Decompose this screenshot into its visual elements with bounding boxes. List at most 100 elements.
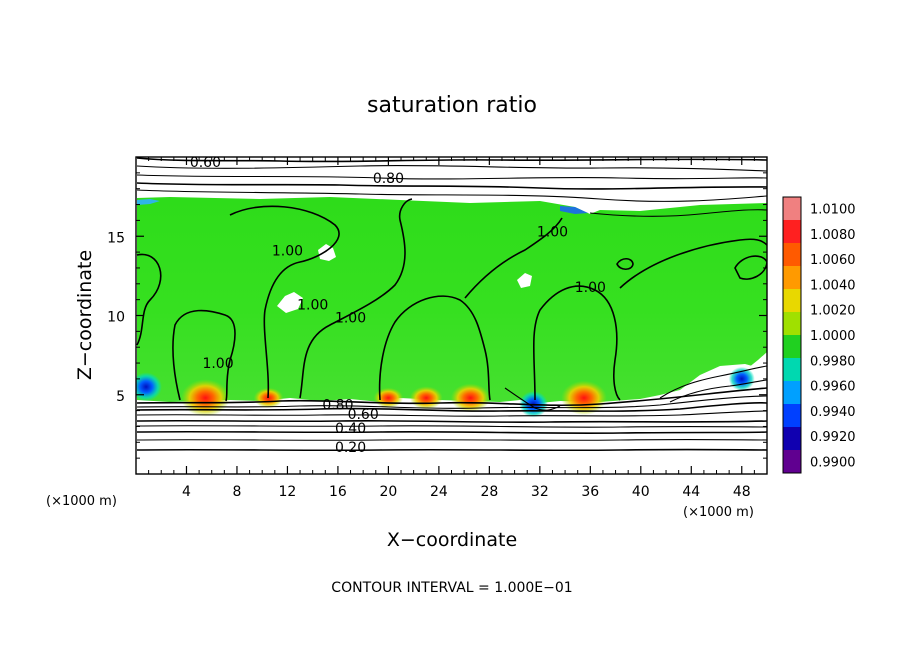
colorbar-label-4: 1.0020 (810, 304, 856, 319)
x-axis-label: X−coordinate (387, 529, 517, 551)
x-tick-label-8: 36 (581, 484, 599, 500)
contour-line-top-3 (136, 189, 767, 202)
contour-lines (136, 157, 767, 452)
colorbar-swatch-7 (783, 358, 801, 382)
colorbar-label-7: 0.9960 (810, 380, 856, 395)
x-axis: 4 8 12 16 20 24 28 32 36 40 44 48 (148, 157, 755, 500)
contour-label-9: 0.60 (348, 407, 379, 423)
contour-line-base-4 (136, 425, 767, 428)
y-axis-label: Z−coordinate (74, 250, 96, 380)
contour-line-1.00-diag (464, 217, 563, 299)
contour-line-0.40-base (136, 430, 767, 435)
contour-line-gust-front (504, 387, 561, 411)
colorbar-swatch-0 (783, 197, 801, 221)
colorbar-label-1: 1.0080 (810, 228, 856, 243)
chart-title: saturation ratio (367, 93, 537, 118)
colorbar-label-8: 0.9940 (810, 405, 856, 420)
colorbar-frame (782, 196, 802, 474)
colorbar-swatch-1 (783, 220, 801, 244)
colorbar-label-2: 1.0060 (810, 253, 856, 268)
x-tick-label-2: 12 (279, 484, 297, 500)
x-tick-label-6: 28 (480, 484, 498, 500)
contour-line-base-1 (136, 387, 767, 407)
colorbar-swatch-6 (783, 335, 801, 359)
y-axis: 5 10 15 (107, 172, 767, 459)
hot-spot-3 (409, 386, 443, 410)
hot-spot-1 (561, 380, 607, 416)
contour-line-1.00-right (619, 238, 767, 289)
contour-line-0.60-base (136, 419, 767, 424)
x-axis-unit: (×1000 m) (683, 505, 754, 520)
contour-line-0.80-top (136, 182, 767, 190)
x-tick-label-0: 4 (182, 484, 191, 500)
contour-line-0.20-base (136, 448, 767, 452)
colorbar-swatch-8 (783, 381, 801, 405)
colorbar-label-9: 0.9920 (810, 430, 856, 445)
contour-line-0.60-top (136, 157, 767, 163)
contour-interval-note: CONTOUR INTERVAL = 1.000E−01 (331, 580, 572, 596)
colorbar-label-10: 0.9900 (810, 456, 856, 471)
contour-line-1.00-right-tower (532, 285, 621, 401)
contour-label-4: 1.00 (335, 310, 366, 326)
cold-spot-2 (728, 366, 755, 391)
colorbar-swatch-10 (783, 427, 801, 451)
contour-line-base-2 (136, 395, 767, 409)
x-tick-label-10: 44 (682, 484, 700, 500)
y-tick-label-1: 10 (107, 310, 125, 326)
contour-label-0: 0.60 (190, 155, 221, 171)
colorbar-swatch-9 (783, 404, 801, 428)
x-tick-label-4: 20 (379, 484, 397, 500)
contour-label-6: 1.00 (537, 225, 568, 241)
colorbar-swatch-5 (783, 312, 801, 336)
contour-line-1.00-upper (229, 205, 340, 399)
contour-line-base-3 (136, 410, 767, 417)
contour-label-5: 1.00 (202, 356, 233, 372)
contour-line-top-2 (136, 174, 767, 180)
x-tick-label-5: 24 (430, 484, 448, 500)
colorbar-swatch-2 (783, 243, 801, 267)
colorbar-label-3: 1.0040 (810, 278, 856, 293)
colorbar-swatch-11 (783, 450, 801, 474)
cloud-gap-14 (318, 244, 336, 261)
contour-label-2: 1.00 (272, 244, 303, 260)
cloud-region (137, 197, 767, 403)
contour-label-10: 0.40 (335, 421, 366, 437)
contour-line-top-1 (136, 164, 767, 172)
hot-spot-2 (450, 383, 491, 413)
hot-spot-0 (181, 379, 230, 417)
contour-line-0.80-base (136, 402, 767, 412)
cloud-edge-top-right (560, 206, 588, 214)
y-tick-label-0: 5 (116, 389, 125, 405)
contour-line-1.00-left (136, 253, 162, 346)
contour-line-anvil (589, 209, 767, 217)
contour-line-right-ripple-2 (669, 379, 767, 403)
contour-line-1.00-mid (299, 198, 413, 399)
contour-line-base-5 (136, 439, 767, 441)
x-tick-label-1: 8 (232, 484, 241, 500)
contour-line-1.00-tower1 (172, 309, 236, 402)
x-tick-label-9: 40 (632, 484, 650, 500)
x-tick-label-3: 16 (329, 484, 347, 500)
contour-line-1.00-small-loop (616, 257, 634, 271)
colorbar-label-5: 1.0000 (810, 329, 856, 344)
cloud-edge-left (137, 199, 160, 205)
contour-label-7: 1.00 (575, 280, 606, 296)
contour-label-11: 0.20 (335, 440, 366, 456)
contour-label-3: 1.00 (297, 298, 328, 314)
colorbar-swatch-3 (783, 266, 801, 290)
x-tick-label-7: 32 (531, 484, 549, 500)
contour-labels: 0.600.801.001.001.001.001.001.000.800.60… (190, 155, 606, 456)
colorbar-label-6: 0.9980 (810, 354, 856, 369)
plot-area: 0.600.801.001.001.001.001.001.000.800.60… (136, 155, 767, 474)
contour-line-1.00-tower2 (378, 295, 491, 401)
y-tick-label-2: 15 (107, 230, 125, 246)
x-tick-label-11: 48 (733, 484, 751, 500)
cloud-gap-12 (277, 292, 303, 313)
y-axis-unit: (×1000 m) (46, 494, 117, 509)
contour-label-8: 0.80 (322, 397, 353, 413)
colorbar-swatch-4 (783, 289, 801, 313)
cold-spot-0 (136, 372, 162, 402)
colorbar: 1.0100 1.0080 1.0060 1.0040 1.0020 1.0000 0.99… (782, 196, 856, 474)
hot-spot-5 (373, 387, 404, 409)
